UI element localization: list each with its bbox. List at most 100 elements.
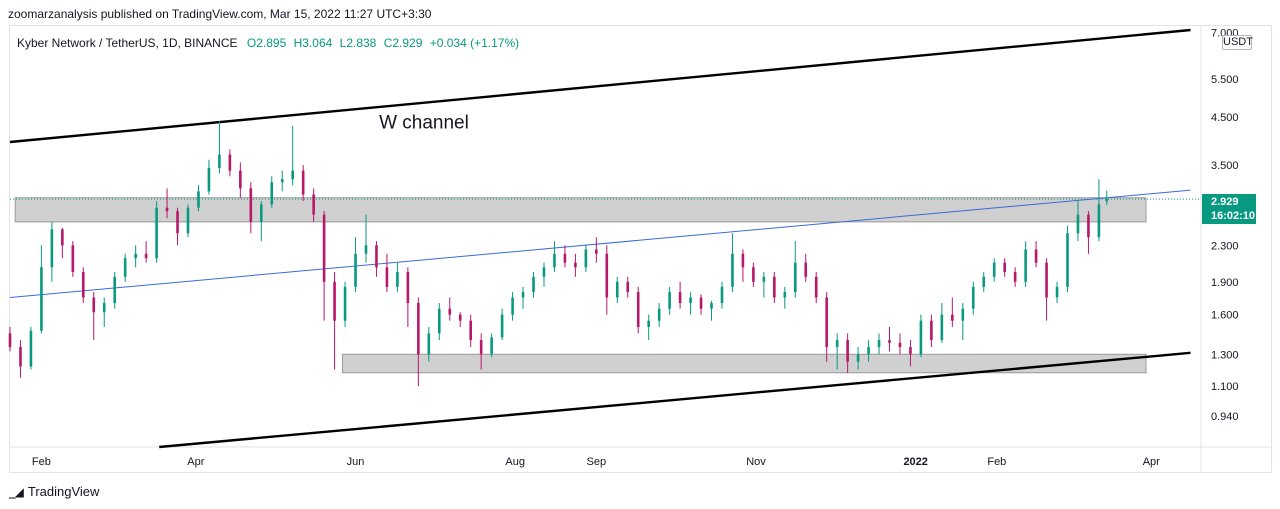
- candle: [835, 333, 839, 370]
- candle: [762, 271, 766, 298]
- candle-body: [396, 271, 399, 287]
- candle-body: [144, 253, 148, 259]
- candle: [1034, 241, 1038, 268]
- candle: [417, 297, 420, 387]
- y-tick-label: 4.500: [1211, 112, 1239, 124]
- candle: [919, 314, 923, 358]
- x-tick-label: Feb: [987, 456, 1006, 468]
- candle-body: [280, 179, 284, 183]
- candle-body: [1105, 199, 1109, 202]
- candle: [259, 201, 263, 242]
- candle-body: [542, 267, 546, 277]
- candle: [375, 241, 378, 277]
- candle-body: [563, 253, 567, 263]
- channel-upper-line: [9, 28, 1191, 144]
- candle: [1003, 258, 1006, 277]
- candle-body: [19, 347, 22, 367]
- candle: [804, 253, 808, 282]
- candle-body: [636, 292, 640, 327]
- candle-body: [176, 211, 179, 234]
- candle: [971, 281, 975, 315]
- candle-body: [783, 292, 787, 298]
- candle: [490, 333, 493, 358]
- candle: [102, 297, 106, 327]
- candle: [155, 201, 158, 263]
- candle-body: [584, 249, 588, 268]
- candle: [385, 253, 389, 293]
- y-tick-label: 1.100: [1211, 381, 1239, 393]
- candle-body: [553, 253, 556, 268]
- candle: [239, 162, 242, 198]
- candle: [647, 314, 650, 341]
- candle: [40, 245, 43, 334]
- x-tick-label: Apr: [1143, 456, 1160, 468]
- x-tick-label: Aug: [505, 456, 525, 468]
- footer-branding[interactable]: ‗◢ TradingView: [9, 484, 99, 499]
- low-value: L2.838: [339, 36, 377, 50]
- candle: [458, 312, 462, 327]
- candle-body: [846, 340, 849, 362]
- candle-body: [92, 297, 96, 313]
- candle: [427, 326, 431, 362]
- candle-body: [364, 245, 368, 254]
- candle: [186, 204, 190, 238]
- close-value: C2.929: [383, 36, 423, 50]
- resistance-zone: [14, 197, 1147, 223]
- candle: [626, 276, 630, 298]
- y-tick-label: 1.300: [1211, 349, 1239, 361]
- footer-brand: TradingView: [27, 484, 100, 499]
- candle: [165, 188, 169, 219]
- candle: [322, 211, 326, 321]
- candle-body: [479, 340, 483, 355]
- x-axis-ticks: Feb Apr Jun Aug Sep Nov 2022 Feb Apr: [32, 456, 1160, 468]
- candle-body: [1045, 262, 1048, 298]
- candle: [1105, 190, 1109, 206]
- candle-body: [385, 267, 389, 287]
- bar-countdown: 16:02:10: [1211, 210, 1256, 222]
- candle-body: [793, 262, 797, 293]
- candle-body: [500, 314, 504, 338]
- candle: [636, 286, 640, 334]
- candle-body: [448, 308, 452, 315]
- candle: [29, 326, 33, 370]
- blue-trend-line: [9, 189, 1191, 298]
- candle-body: [113, 276, 117, 304]
- candle-body: [270, 182, 274, 205]
- candle: [992, 258, 996, 282]
- candle: [291, 125, 294, 186]
- candle-body: [930, 320, 933, 341]
- last-price: 2.929: [1211, 196, 1239, 208]
- candle: [134, 245, 137, 268]
- candle: [437, 303, 441, 341]
- candle: [280, 170, 284, 192]
- candle-body: [668, 292, 671, 309]
- candle-body: [134, 253, 137, 259]
- candle: [856, 347, 860, 370]
- currency-unit-button[interactable]: USDT: [1222, 35, 1253, 50]
- candle-body: [605, 253, 609, 298]
- candle: [982, 271, 986, 293]
- candle: [657, 303, 661, 327]
- candle-body: [678, 292, 682, 304]
- candle-body: [469, 320, 472, 341]
- candle: [144, 241, 148, 263]
- candle-body: [1055, 286, 1059, 298]
- candle: [605, 245, 609, 315]
- candle: [1055, 281, 1059, 304]
- symbol-name: Kyber Network / TetherUS, 1D, BINANCE: [17, 36, 238, 50]
- candle: [218, 121, 221, 174]
- candle-body: [720, 286, 724, 304]
- candle: [396, 262, 399, 293]
- candle-body: [615, 281, 619, 298]
- candle: [511, 292, 514, 321]
- x-tick-label: Apr: [187, 456, 204, 468]
- candle: [877, 333, 881, 355]
- x-tick-label: 2022: [903, 456, 927, 468]
- candle: [867, 340, 870, 362]
- candle-body: [437, 308, 441, 334]
- candle: [773, 271, 776, 304]
- candle: [668, 286, 671, 315]
- candle: [1045, 258, 1048, 321]
- y-tick-label: 1.900: [1211, 277, 1239, 289]
